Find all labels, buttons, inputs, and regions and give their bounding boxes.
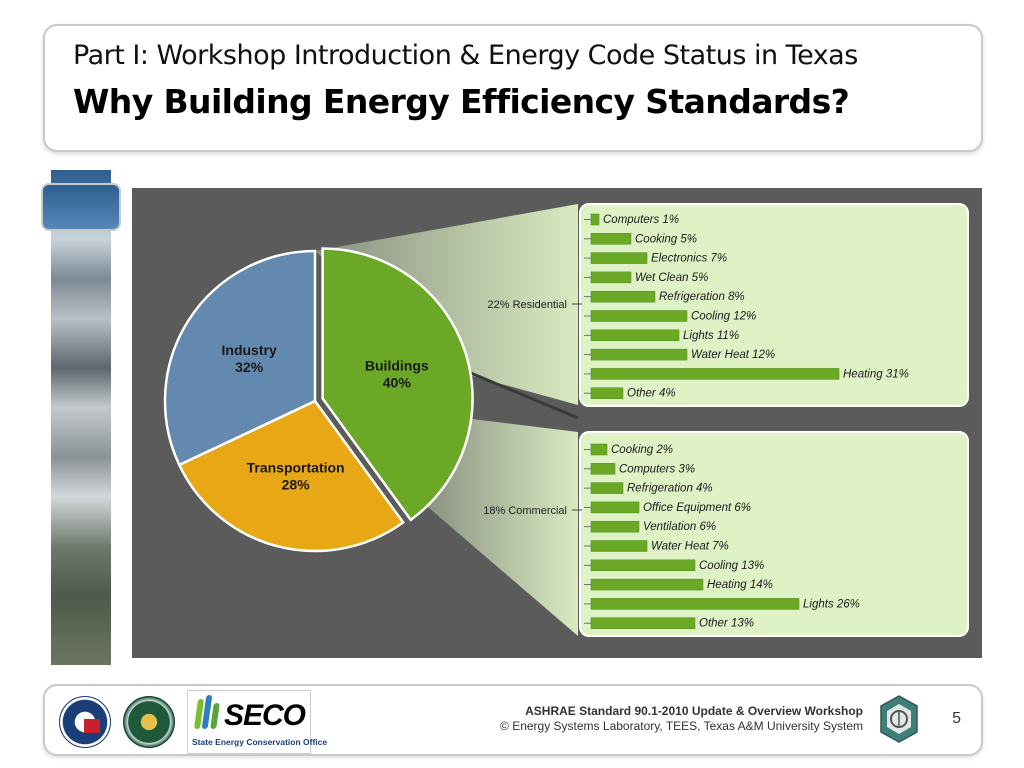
commercial-bars: Cooking 2% Computers 3% Refrigeration 4% Of… bbox=[584, 443, 860, 630]
commercial-bar-label: Water Heat 7% bbox=[651, 541, 729, 553]
residential-bars: Computers 1% Cooking 5% Electronics 7% Wet … bbox=[584, 213, 909, 400]
residential-bar bbox=[590, 329, 680, 342]
residential-bar-label: Refrigeration 8% bbox=[659, 291, 745, 303]
commercial-bar bbox=[590, 520, 640, 533]
residential-bar-label: Heating 31% bbox=[843, 368, 909, 380]
pie-value-buildings: 40% bbox=[383, 374, 412, 390]
commercial-bar-label: Cooling 13% bbox=[699, 560, 764, 572]
pie-slice-transportation bbox=[177, 399, 405, 553]
residential-bar bbox=[590, 290, 656, 303]
pie-label-industry: Industry bbox=[222, 342, 277, 358]
commercial-bar bbox=[590, 540, 648, 552]
commercial-bar bbox=[590, 463, 616, 475]
slide-title: Why Building Energy Efficiency Standards… bbox=[73, 82, 850, 121]
residential-fan bbox=[315, 204, 578, 405]
pie-value-transportation: 28% bbox=[282, 477, 311, 493]
energy-chart: Industry 32% Transportation 28% Buildings 40%… bbox=[132, 188, 982, 658]
residential-group-label: 22% Residential bbox=[488, 299, 568, 311]
title-box: Part I: Workshop Introduction & Energy C… bbox=[43, 24, 983, 152]
residential-bar-label: Other 4% bbox=[627, 388, 676, 400]
residential-bar-label: Electronics 7% bbox=[651, 253, 727, 265]
residential-bar bbox=[590, 252, 648, 264]
commercial-bar bbox=[590, 578, 704, 591]
commercial-bar-label: Refrigeration 4% bbox=[627, 483, 713, 495]
commercial-bar bbox=[590, 501, 640, 514]
commercial-bar-label: Heating 14% bbox=[707, 579, 773, 591]
commercial-fan bbox=[422, 414, 578, 636]
commercial-bar bbox=[590, 482, 624, 494]
seco-logo-subtitle: State Energy Conservation Office bbox=[192, 737, 328, 747]
divider-line bbox=[453, 364, 579, 420]
residential-bar-label: Cooling 12% bbox=[691, 311, 756, 323]
residential-bar-label: Wet Clean 5% bbox=[635, 272, 708, 284]
residential-bar bbox=[590, 213, 600, 226]
pie-label-transportation: Transportation bbox=[247, 460, 345, 476]
side-photo-strip bbox=[51, 170, 111, 665]
pie-slice-industry bbox=[163, 249, 317, 467]
residential-bar bbox=[590, 387, 624, 399]
residential-bar bbox=[590, 233, 632, 245]
residential-bar bbox=[590, 368, 840, 380]
footer-copyright: © Energy Systems Laboratory, TEES, Texas… bbox=[500, 719, 863, 733]
commercial-bar bbox=[590, 617, 696, 629]
pie-value-industry: 32% bbox=[235, 359, 264, 375]
residential-bar bbox=[590, 348, 688, 361]
homeland-security-seal-icon bbox=[59, 696, 111, 748]
footer-workshop-title: ASHRAE Standard 90.1-2010 Update & Overv… bbox=[525, 704, 863, 718]
commercial-bar bbox=[590, 559, 696, 572]
commercial-bar-label: Lights 26% bbox=[803, 598, 860, 610]
commercial-bar-label: Office Equipment 6% bbox=[643, 502, 751, 514]
commercial-bar bbox=[590, 443, 608, 456]
commercial-bar-label: Cooking 2% bbox=[611, 444, 673, 456]
side-tab bbox=[41, 183, 121, 231]
pie-slice-buildings bbox=[321, 247, 474, 522]
commercial-group-label: 18% Commercial bbox=[483, 505, 567, 517]
footer: SECO State Energy Conservation Office AS… bbox=[43, 684, 983, 756]
residential-bar-label: Computers 1% bbox=[603, 214, 679, 226]
department-of-energy-seal-icon bbox=[123, 696, 175, 748]
commercial-bar-label: Other 13% bbox=[699, 618, 754, 630]
seco-logo: SECO State Energy Conservation Office bbox=[187, 690, 327, 754]
residential-bar-label: Lights 11% bbox=[683, 330, 739, 342]
commercial-bar bbox=[590, 598, 800, 610]
residential-bar-label: Water Heat 12% bbox=[691, 349, 775, 361]
residential-bar-label: Cooking 5% bbox=[635, 233, 697, 245]
commercial-bar-label: Ventilation 6% bbox=[643, 521, 716, 533]
pie-label-buildings: Buildings bbox=[365, 357, 429, 373]
seco-logo-name: SECO bbox=[224, 699, 306, 732]
page-number: 5 bbox=[952, 710, 961, 727]
commercial-bar-label: Computers 3% bbox=[619, 463, 695, 475]
esl-cube-logo-icon bbox=[880, 695, 918, 743]
slide-subtitle: Part I: Workshop Introduction & Energy C… bbox=[73, 40, 858, 71]
residential-bar bbox=[590, 271, 632, 284]
residential-bar bbox=[590, 310, 688, 322]
